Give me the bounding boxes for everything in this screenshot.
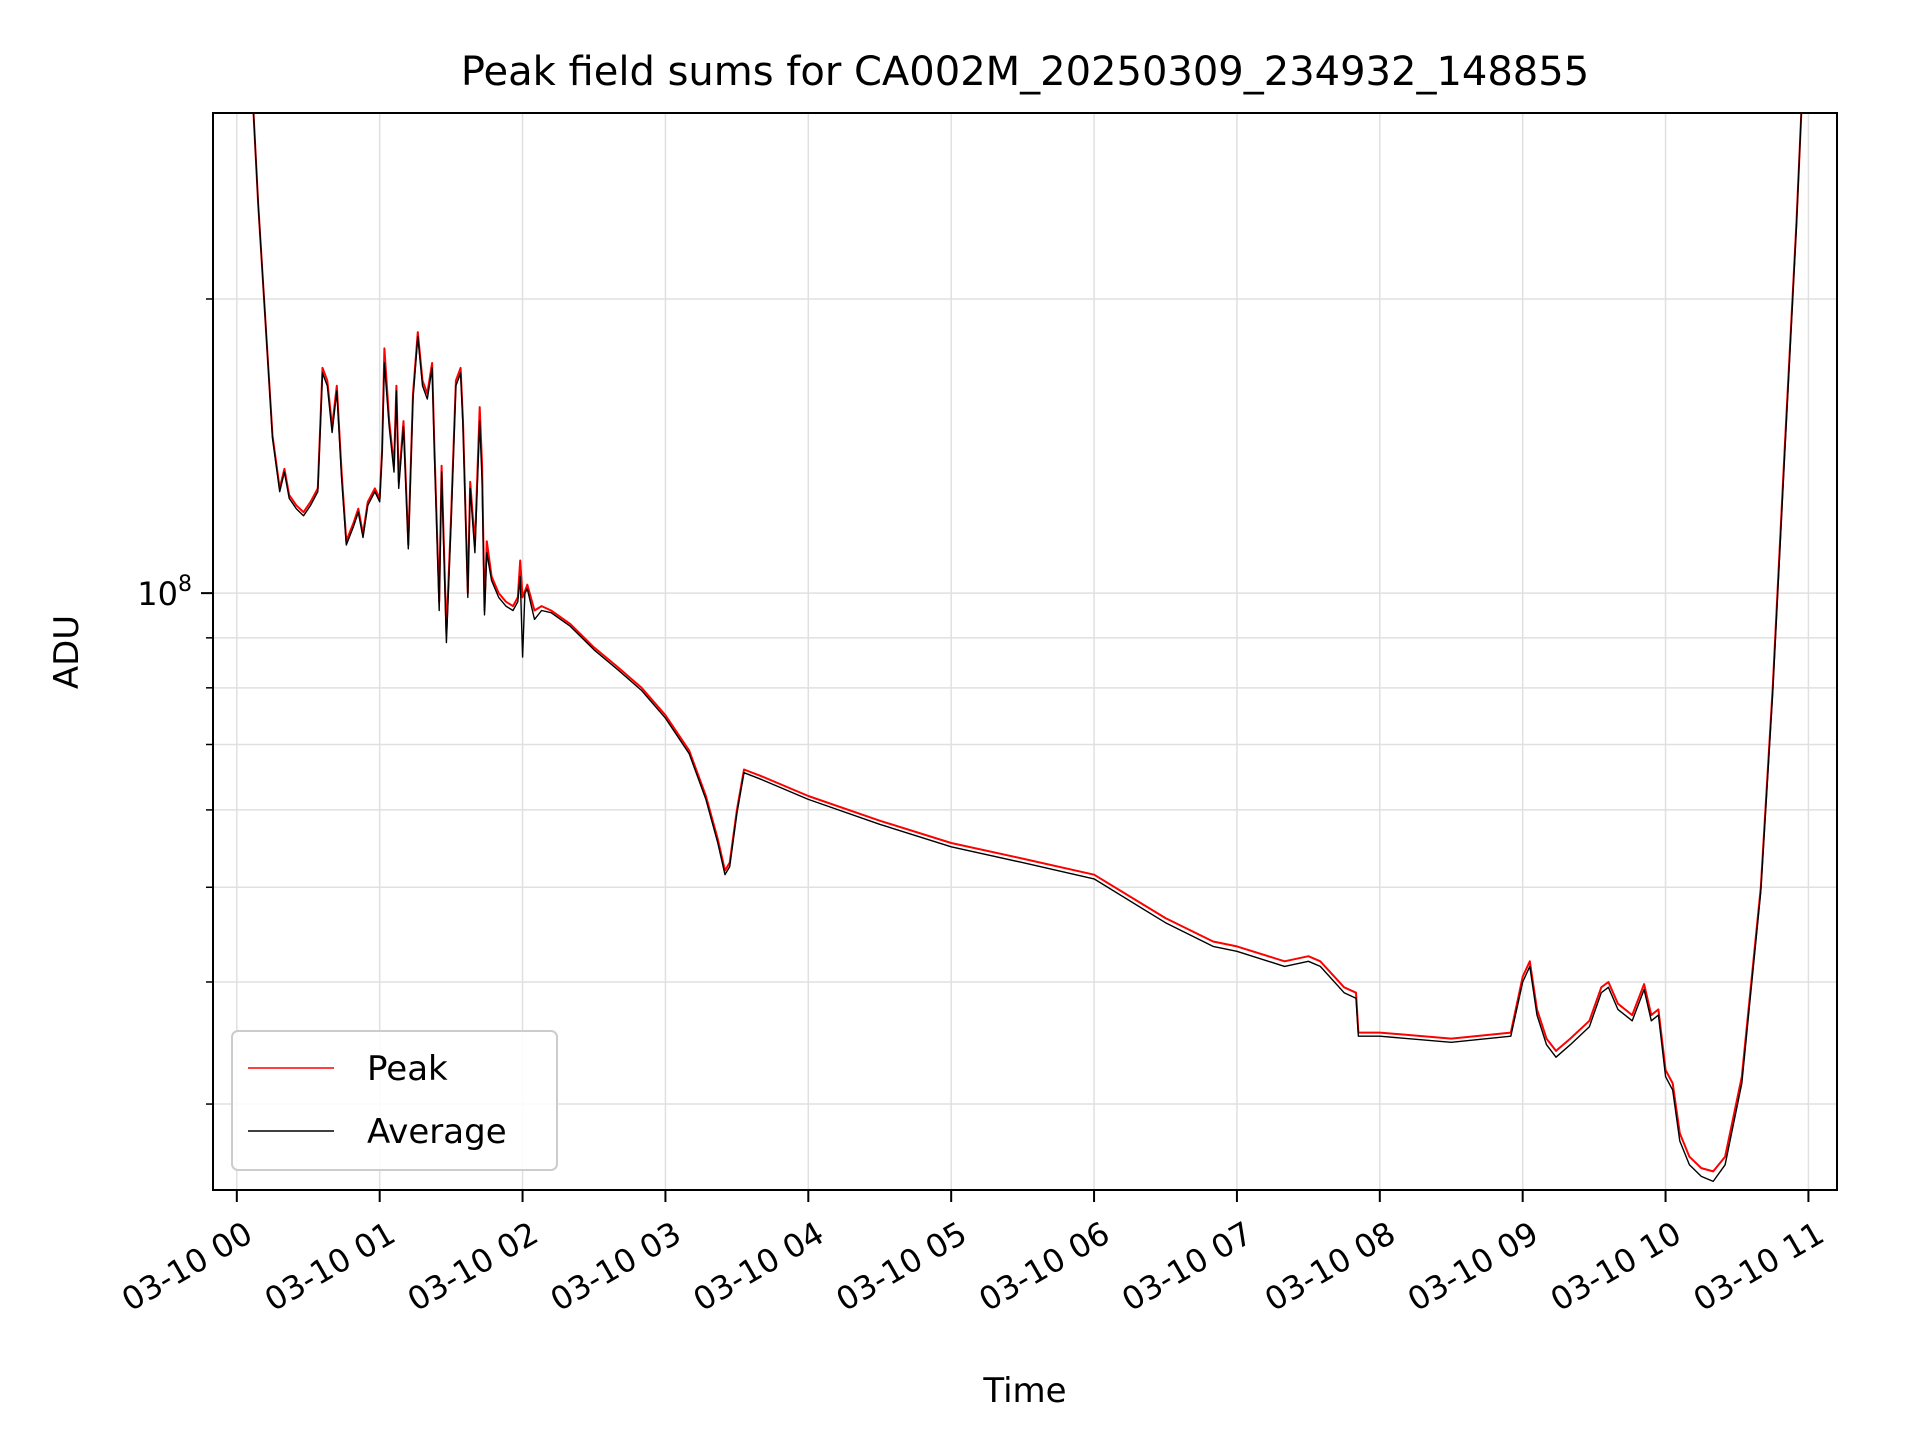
x-tick-label: 03-10 02 [401, 1214, 545, 1319]
y-axis-label: ADU [47, 615, 87, 689]
legend-box [231, 1030, 558, 1171]
grid-lines [213, 113, 1837, 1190]
x-tick-label: 03-10 05 [830, 1214, 974, 1319]
x-axis-label: Time [982, 1371, 1066, 1411]
x-tick-label: 03-10 03 [544, 1214, 688, 1319]
series-line-peak [213, 113, 1837, 1173]
x-tick-label: 03-10 01 [258, 1214, 402, 1319]
y-tick-label: 108 [137, 572, 192, 613]
chart-title: Peak field sums for CA002M_20250309_2349… [461, 49, 1589, 95]
x-tick-label: 03-10 10 [1544, 1214, 1688, 1319]
x-tick-label: 03-10 07 [1115, 1214, 1259, 1319]
series-line-average [213, 113, 1837, 1183]
x-tick-label: 03-10 06 [972, 1214, 1116, 1319]
x-tick-label: 03-10 08 [1258, 1214, 1402, 1319]
x-tick-label: 03-10 04 [687, 1214, 831, 1319]
plot-frame [212, 112, 1838, 1191]
legend-peak-label: Peak [367, 1049, 448, 1089]
legend: Peak Average [231, 1030, 558, 1171]
x-tick-label: 03-10 09 [1401, 1214, 1545, 1319]
x-tick-label: 03-10 00 [115, 1214, 259, 1319]
x-tick-label: 03-10 11 [1687, 1214, 1831, 1319]
legend-average-label: Average [367, 1112, 507, 1152]
series-lines [213, 113, 1837, 1183]
